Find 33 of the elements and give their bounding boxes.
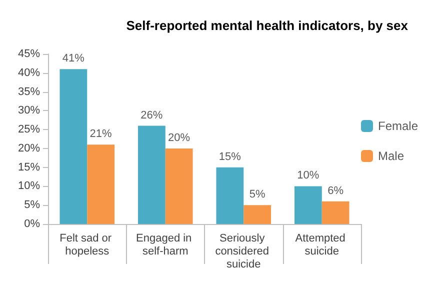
data-label: 21% bbox=[90, 128, 112, 140]
y-tick-label: 30% bbox=[18, 104, 40, 117]
bar bbox=[87, 144, 115, 224]
data-label: 26% bbox=[140, 109, 163, 122]
chart-title: Self-reported mental health indicators, by sex bbox=[126, 18, 409, 33]
x-tick-label: Felt sad or hopeless bbox=[60, 232, 115, 258]
y-tick-label: 15% bbox=[18, 161, 40, 174]
bar bbox=[138, 126, 166, 224]
y-tick-label: 10% bbox=[18, 180, 40, 192]
legend-label: Male bbox=[378, 149, 404, 163]
y-tick-label: 45% bbox=[18, 48, 40, 60]
data-label: 41% bbox=[62, 52, 85, 65]
data-label: 20% bbox=[168, 132, 190, 144]
y-tick-label: 20% bbox=[18, 142, 40, 154]
bar bbox=[216, 167, 244, 224]
data-label: 5% bbox=[249, 188, 266, 201]
bar bbox=[165, 148, 193, 224]
x-tick-label: Engaged in self-harm bbox=[136, 232, 195, 258]
bar bbox=[322, 201, 350, 224]
y-tick-label: 5% bbox=[24, 199, 40, 212]
data-label: 10% bbox=[297, 170, 320, 182]
y-tick-label: 25% bbox=[18, 124, 40, 136]
bar bbox=[294, 186, 322, 224]
legend-label: Female bbox=[378, 119, 418, 133]
y-tick-label: 0% bbox=[24, 218, 40, 230]
data-label: 15% bbox=[218, 150, 242, 163]
x-tick-label: Seriously considered suicide bbox=[215, 232, 272, 270]
x-tick-label: Attempted suicide bbox=[295, 232, 348, 258]
bar bbox=[60, 69, 88, 224]
data-label: 6% bbox=[328, 184, 344, 197]
bar bbox=[244, 205, 272, 224]
y-tick-label: 40% bbox=[18, 66, 40, 79]
y-tick-label: 35% bbox=[18, 86, 40, 98]
